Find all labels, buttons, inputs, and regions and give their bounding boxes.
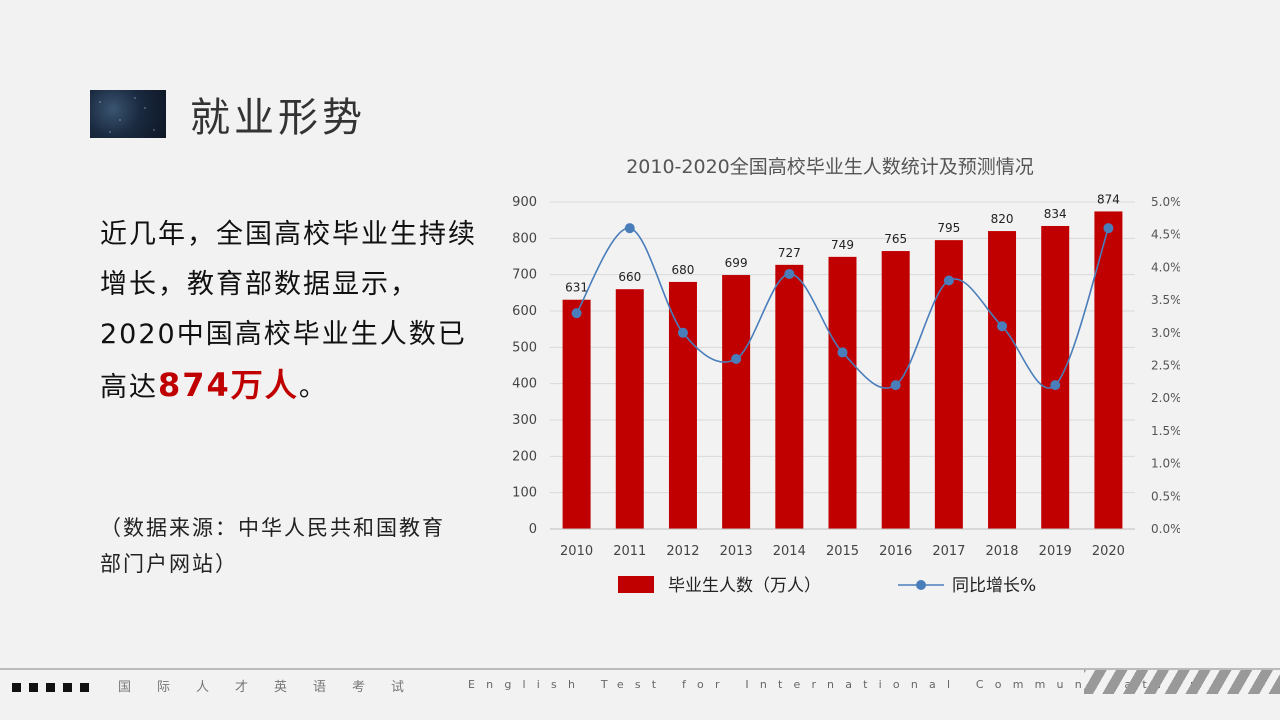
legend-bar-swatch (618, 576, 654, 593)
growth-point (624, 223, 635, 234)
x-tick-label: 2010 (560, 544, 593, 559)
growth-point (571, 308, 582, 319)
y-tick-label: 100 (512, 486, 537, 501)
growth-point (1050, 380, 1061, 391)
x-tick-label: 2016 (879, 544, 912, 559)
data-label: 699 (725, 256, 748, 270)
highlight-number: 874万人 (158, 366, 299, 404)
bar (1041, 225, 1070, 530)
y2-tick-label: 4.5% (1151, 228, 1180, 242)
y-tick-label: 700 (512, 268, 537, 283)
growth-point (997, 321, 1008, 332)
bar (988, 231, 1017, 530)
bar (775, 264, 804, 529)
y-tick-label: 0 (529, 522, 537, 537)
data-label: 820 (991, 212, 1014, 226)
y2-tick-label: 0.5% (1151, 489, 1180, 503)
growth-point (837, 347, 848, 358)
x-tick-label: 2018 (985, 544, 1018, 559)
growth-point (1103, 223, 1114, 234)
y2-tick-label: 5.0% (1151, 195, 1180, 209)
bar (1094, 211, 1123, 530)
y2-tick-label: 2.5% (1151, 359, 1180, 373)
y2-tick-label: 2.0% (1151, 391, 1180, 405)
legend-bar-label: 毕业生人数（万人） (668, 576, 821, 596)
title-block: 就业形势 (90, 88, 366, 141)
x-tick-label: 2012 (666, 544, 699, 559)
data-label: 795 (937, 221, 960, 235)
data-label: 631 (565, 281, 588, 295)
y-tick-label: 900 (512, 195, 537, 210)
source-note: （数据来源：中华人民共和国教育部门户网站） (100, 516, 445, 576)
y-tick-label: 200 (512, 449, 537, 464)
data-label: 874 (1097, 192, 1120, 206)
x-tick-label: 2013 (720, 544, 753, 559)
growth-point (890, 380, 901, 391)
data-label: 834 (1044, 207, 1067, 221)
bar (562, 299, 591, 529)
footer-dots (12, 683, 89, 692)
y2-tick-label: 3.5% (1151, 293, 1180, 307)
bar (828, 256, 857, 529)
data-label: 660 (618, 270, 641, 284)
footer-stripes (1084, 670, 1280, 694)
y-tick-label: 800 (512, 231, 537, 246)
bar (722, 275, 751, 529)
data-label: 727 (778, 246, 801, 260)
legend-line-marker (916, 580, 926, 590)
data-label: 765 (884, 232, 907, 246)
y-tick-label: 500 (512, 340, 537, 355)
bar (615, 289, 644, 529)
footer-divider (0, 668, 1280, 670)
body-text-main: 近几年，全国高校毕业生持续增长，教育部数据显示，2020中国高校毕业生人数已高达 (100, 219, 477, 403)
x-tick-label: 2017 (932, 544, 965, 559)
body-text-end: 。 (298, 372, 328, 403)
footer-en-text: English Test for International Communica… (468, 678, 1209, 691)
growth-point (943, 275, 954, 286)
x-tick-label: 2019 (1039, 544, 1072, 559)
growth-point (731, 353, 742, 364)
x-tick-label: 2020 (1092, 544, 1125, 559)
y2-tick-label: 1.5% (1151, 424, 1180, 438)
data-label: 749 (831, 238, 854, 252)
y2-tick-label: 0.0% (1151, 522, 1180, 536)
y2-tick-label: 4.0% (1151, 260, 1180, 274)
growth-point (677, 327, 688, 338)
data-label: 680 (672, 263, 695, 277)
footer-cn-text: 国际人才英语考试 (118, 680, 431, 695)
title-image (90, 90, 166, 138)
chart: 0 100 200 300 400 500 600 700 800 900 0.0% 0.5% 1.0%… (512, 192, 1180, 596)
page-title: 就业形势 (190, 95, 366, 141)
legend-line-label: 同比增长% (952, 576, 1036, 596)
x-tick-label: 2011 (613, 544, 646, 559)
growth-point (784, 268, 795, 279)
bar (934, 240, 963, 529)
y2-tick-label: 1.0% (1151, 457, 1180, 471)
chart-title: 2010-2020全国高校毕业生人数统计及预测情况 (626, 156, 1034, 178)
body-text: 近几年，全国高校毕业生持续增长，教育部数据显示，2020中国高校毕业生人数已高达… (100, 210, 480, 413)
y2-tick-label: 3.0% (1151, 326, 1180, 340)
y-tick-label: 400 (512, 377, 537, 392)
y-tick-label: 300 (512, 413, 537, 428)
x-tick-label: 2014 (773, 544, 806, 559)
bar (668, 281, 697, 529)
y-tick-label: 600 (512, 304, 537, 319)
x-tick-label: 2015 (826, 544, 859, 559)
